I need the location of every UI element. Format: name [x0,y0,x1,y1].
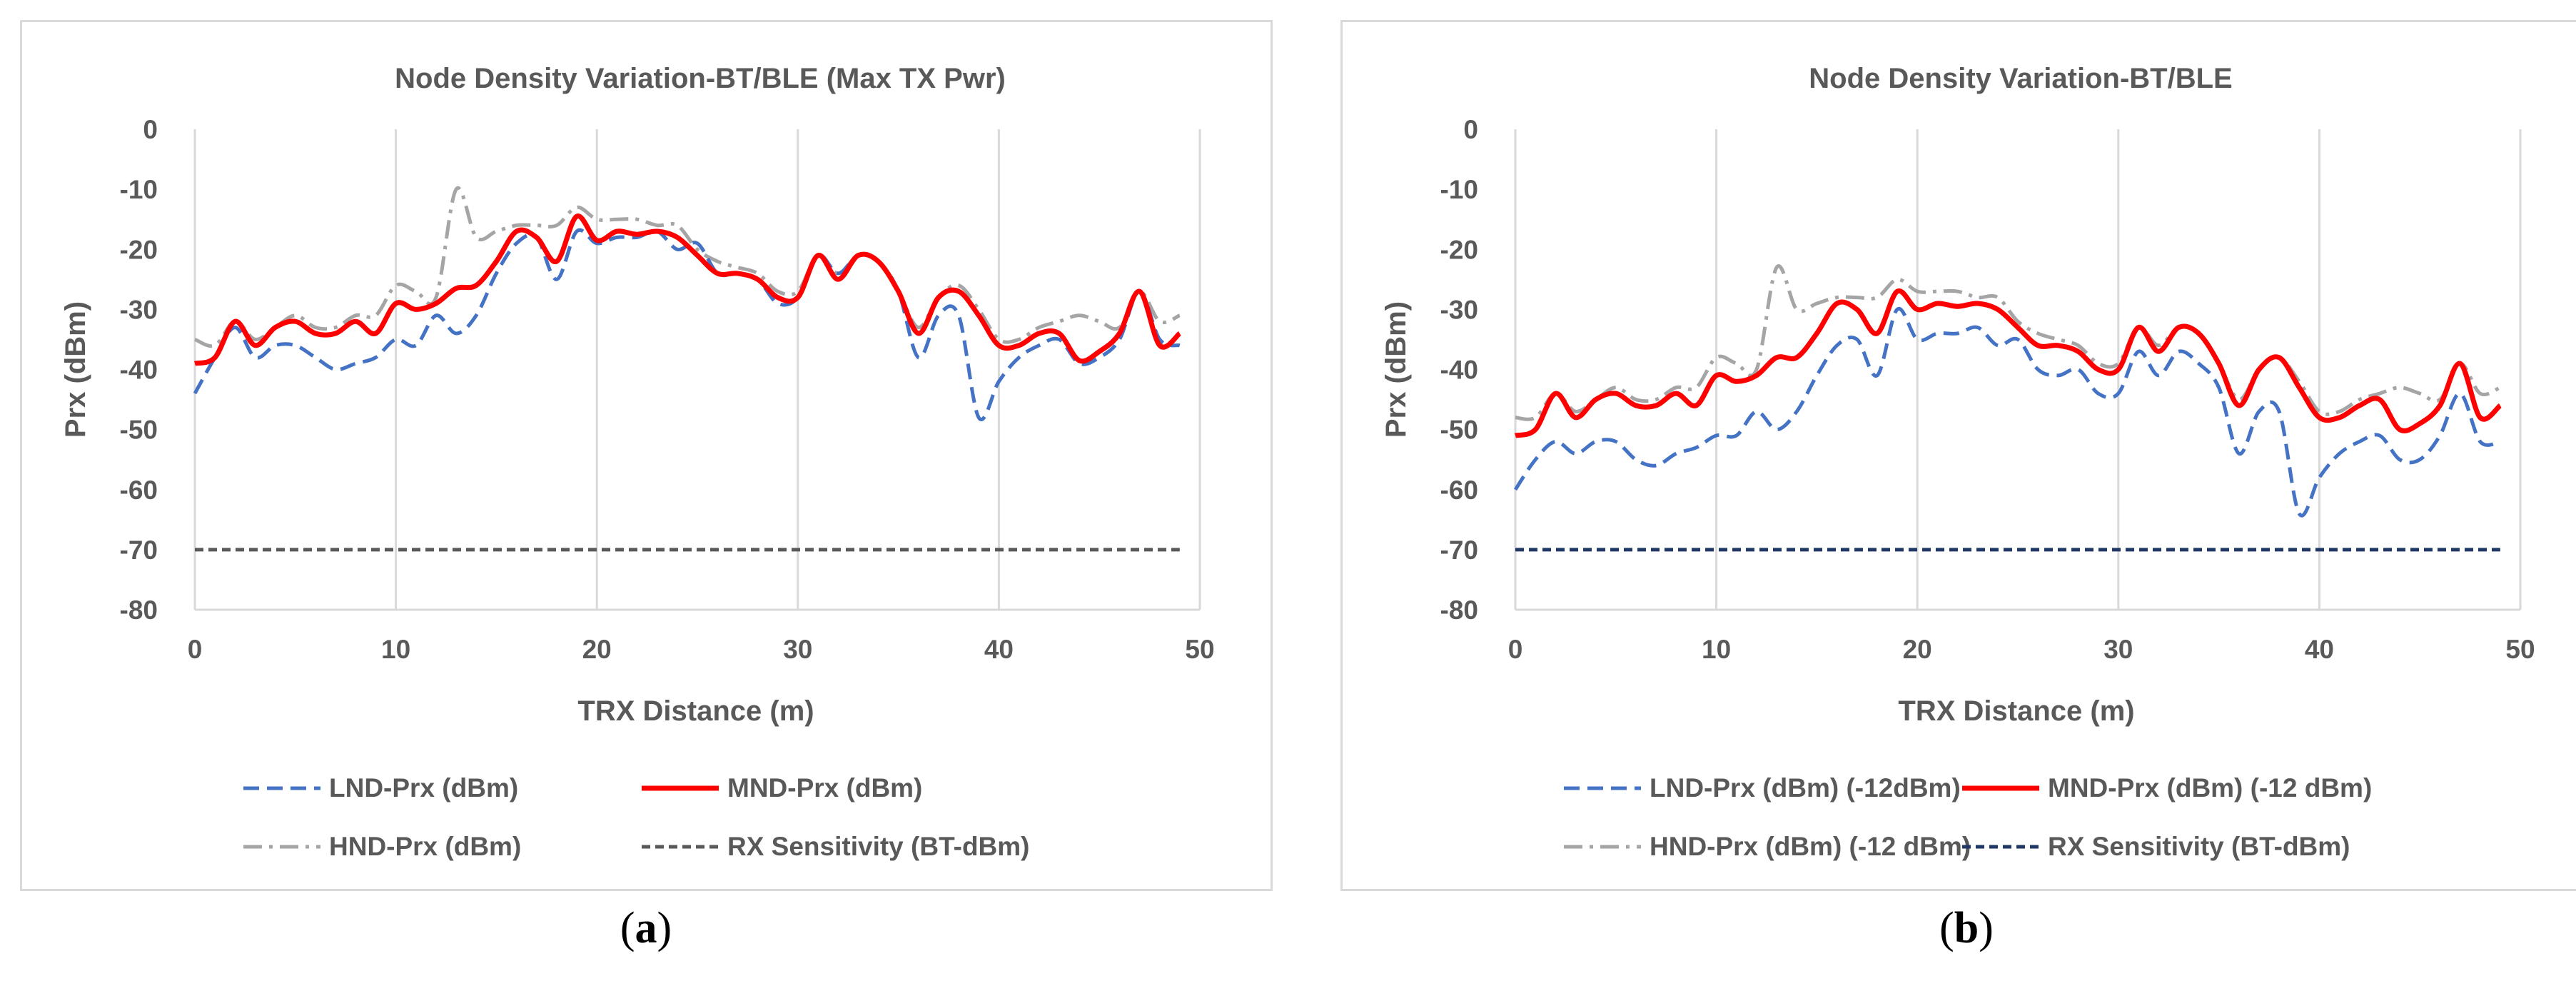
chart-1-x-tick-label: 20 [1903,635,1932,664]
caption-b-letter: b [1954,904,1979,952]
chart-panel-b: Node Density Variation-BT/BLE 0 -10 -20 -30 -… [1340,20,2576,891]
chart-1-x-tick-label: 50 [2505,635,2535,664]
chart-0-x-tick-label: 40 [984,635,1014,664]
chart-0-y-tick-label: -60 [120,476,158,505]
chart-1-series-line-2 [1515,264,2501,421]
chart-0-y-tick-label: 0 [143,115,158,144]
chart-0-legend-label-0: LND-Prx (dBm) [329,773,518,803]
chart-1-y-tick-label: -10 [1440,175,1478,204]
chart-1-y-tick-label: -80 [1440,595,1478,625]
chart-b-svg: Node Density Variation-BT/BLE 0 -10 -20 -30 -… [1380,63,2535,861]
caption-b-close: ) [1979,904,1994,952]
chart-0-x-tick-label: 50 [1185,635,1214,664]
chart-1-y-tick-label: -40 [1440,356,1478,385]
chart-1-y-tick-label: -70 [1440,535,1478,565]
chart-0-series-line-0 [193,228,1181,422]
chart-0-legend-label-1: MND-Prx (dBm) [727,773,922,803]
caption-a-close: ) [657,904,672,952]
chart-0-y-tick-label: -20 [120,235,158,264]
chart-0-y-tick-label: -50 [120,416,158,445]
chart-1-x-tick-label: 30 [2103,635,2133,664]
chart-0-legend-label-3: RX Sensitivity (BT-dBm) [727,832,1030,861]
chart-0-series-line-1 [194,213,1182,366]
chart-1-x-axis-label: TRX Distance (m) [1898,695,2134,727]
chart-1-title: Node Density Variation-BT/BLE [1809,63,2232,94]
chart-1-series-line-0 [1513,306,2501,518]
chart-1-y-axis-label: Prx (dBm) [1380,301,1412,438]
chart-1-y-tick-label: 0 [1463,115,1478,144]
chart-1-y-tick-label: -60 [1440,476,1478,505]
chart-0-x-tick-label: 10 [381,635,410,664]
chart-0-x-tick-label: 0 [188,635,203,664]
chart-0-y-tick-label: -10 [120,175,158,204]
chart-1-legend-label-1: MND-Prx (dBm) (-12 dBm) [2048,773,2372,803]
chart-0-title: Node Density Variation-BT/BLE (Max TX Pw… [395,63,1006,94]
chart-0-x-tick-label: 20 [582,635,612,664]
chart-1-legend-label-0: LND-Prx (dBm) (-12dBm) [1650,773,1961,803]
chart-0-y-tick-label: -80 [120,595,158,625]
caption-b-open: ( [1939,904,1954,952]
chart-1-series-line-1 [1515,288,2502,438]
chart-0-series-line-2 [194,186,1181,348]
chart-0-y-tick-label: -40 [120,356,158,385]
caption-a: (a) [539,903,753,954]
chart-1-x-tick-label: 40 [2305,635,2334,664]
chart-0-x-axis-label: TRX Distance (m) [577,695,814,727]
chart-0-y-tick-label: -30 [120,295,158,324]
chart-1-x-tick-label: 0 [1508,635,1523,664]
chart-a-svg: Node Density Variation-BT/BLE (Max TX Pw… [60,63,1215,861]
chart-0-x-tick-label: 30 [783,635,812,664]
chart-1-legend-label-2: HND-Prx (dBm) (-12 dBm) [1650,832,1971,861]
chart-1-y-tick-label: -50 [1440,416,1478,445]
chart-0-legend-label-2: HND-Prx (dBm) [329,832,521,861]
caption-b: (b) [1859,903,2074,954]
chart-0-y-tick-label: -70 [120,535,158,565]
chart-1-y-tick-label: -20 [1440,235,1478,264]
chart-0-y-axis-label: Prx (dBm) [60,301,91,438]
chart-1-y-tick-label: -30 [1440,295,1478,324]
chart-1-x-tick-label: 10 [1702,635,1731,664]
chart-panel-a: Node Density Variation-BT/BLE (Max TX Pw… [20,20,1273,891]
chart-1-legend-label-3: RX Sensitivity (BT-dBm) [2048,832,2350,861]
caption-a-open: ( [620,904,635,952]
caption-a-letter: a [635,904,657,952]
